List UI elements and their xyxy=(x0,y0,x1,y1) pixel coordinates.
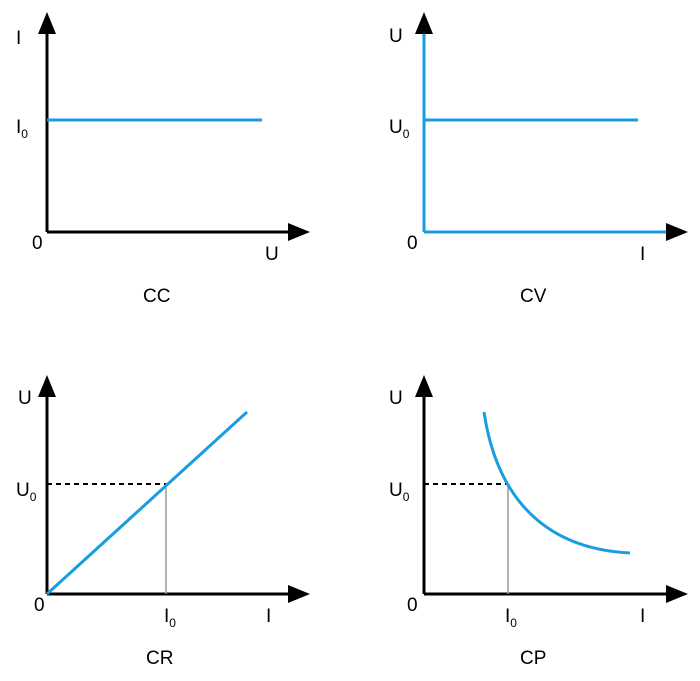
panel-cp: U U0 0 I0 I CP xyxy=(389,375,688,669)
origin: 0 xyxy=(34,595,45,616)
sub: 0 xyxy=(169,616,176,630)
origin: 0 xyxy=(407,233,418,254)
arrow xyxy=(415,375,433,397)
main: U xyxy=(389,117,403,138)
origin: 0 xyxy=(407,595,418,616)
y-axis-label: U xyxy=(389,26,403,47)
x-axis-label: U xyxy=(265,244,279,265)
y-axis-label: I xyxy=(16,28,21,49)
main: U xyxy=(389,480,403,501)
y-axis-label: U xyxy=(389,388,403,409)
main: I xyxy=(164,606,169,627)
main: U xyxy=(16,480,30,501)
arrow xyxy=(288,223,310,241)
main: I xyxy=(16,117,21,138)
arrow xyxy=(415,12,433,34)
panel-title: CP xyxy=(520,648,546,669)
arrow xyxy=(38,12,56,34)
arrow xyxy=(288,585,310,603)
y-marker: U0 xyxy=(389,117,410,141)
arrow xyxy=(38,375,56,397)
panel-title: CR xyxy=(146,648,173,669)
arrow xyxy=(666,223,688,241)
x-axis-label: I xyxy=(266,606,271,627)
x-marker: I0 xyxy=(505,606,517,630)
x-marker: I0 xyxy=(164,606,176,630)
sub: 0 xyxy=(403,490,410,504)
y-axis-label: U xyxy=(18,388,32,409)
panel-cv: U U0 0 I CV xyxy=(389,12,688,307)
panel-title: CC xyxy=(143,286,170,307)
curve xyxy=(482,411,631,555)
arrow xyxy=(666,585,688,603)
y-marker: U0 xyxy=(16,480,37,504)
panel-cc: I I0 0 U CC xyxy=(16,12,310,307)
sub: 0 xyxy=(21,127,28,141)
curve xyxy=(45,410,249,596)
x-axis-label: I xyxy=(640,606,645,627)
main: I xyxy=(505,606,510,627)
panel-cr: U U0 0 I0 I CR xyxy=(16,375,310,669)
sub: 0 xyxy=(510,616,517,630)
origin: 0 xyxy=(32,233,43,254)
x-axis-label: I xyxy=(640,244,645,265)
panel-title: CV xyxy=(520,286,547,307)
sub: 0 xyxy=(403,127,410,141)
y-marker: I0 xyxy=(16,117,28,141)
sub: 0 xyxy=(30,490,37,504)
y-marker: U0 xyxy=(389,480,410,504)
